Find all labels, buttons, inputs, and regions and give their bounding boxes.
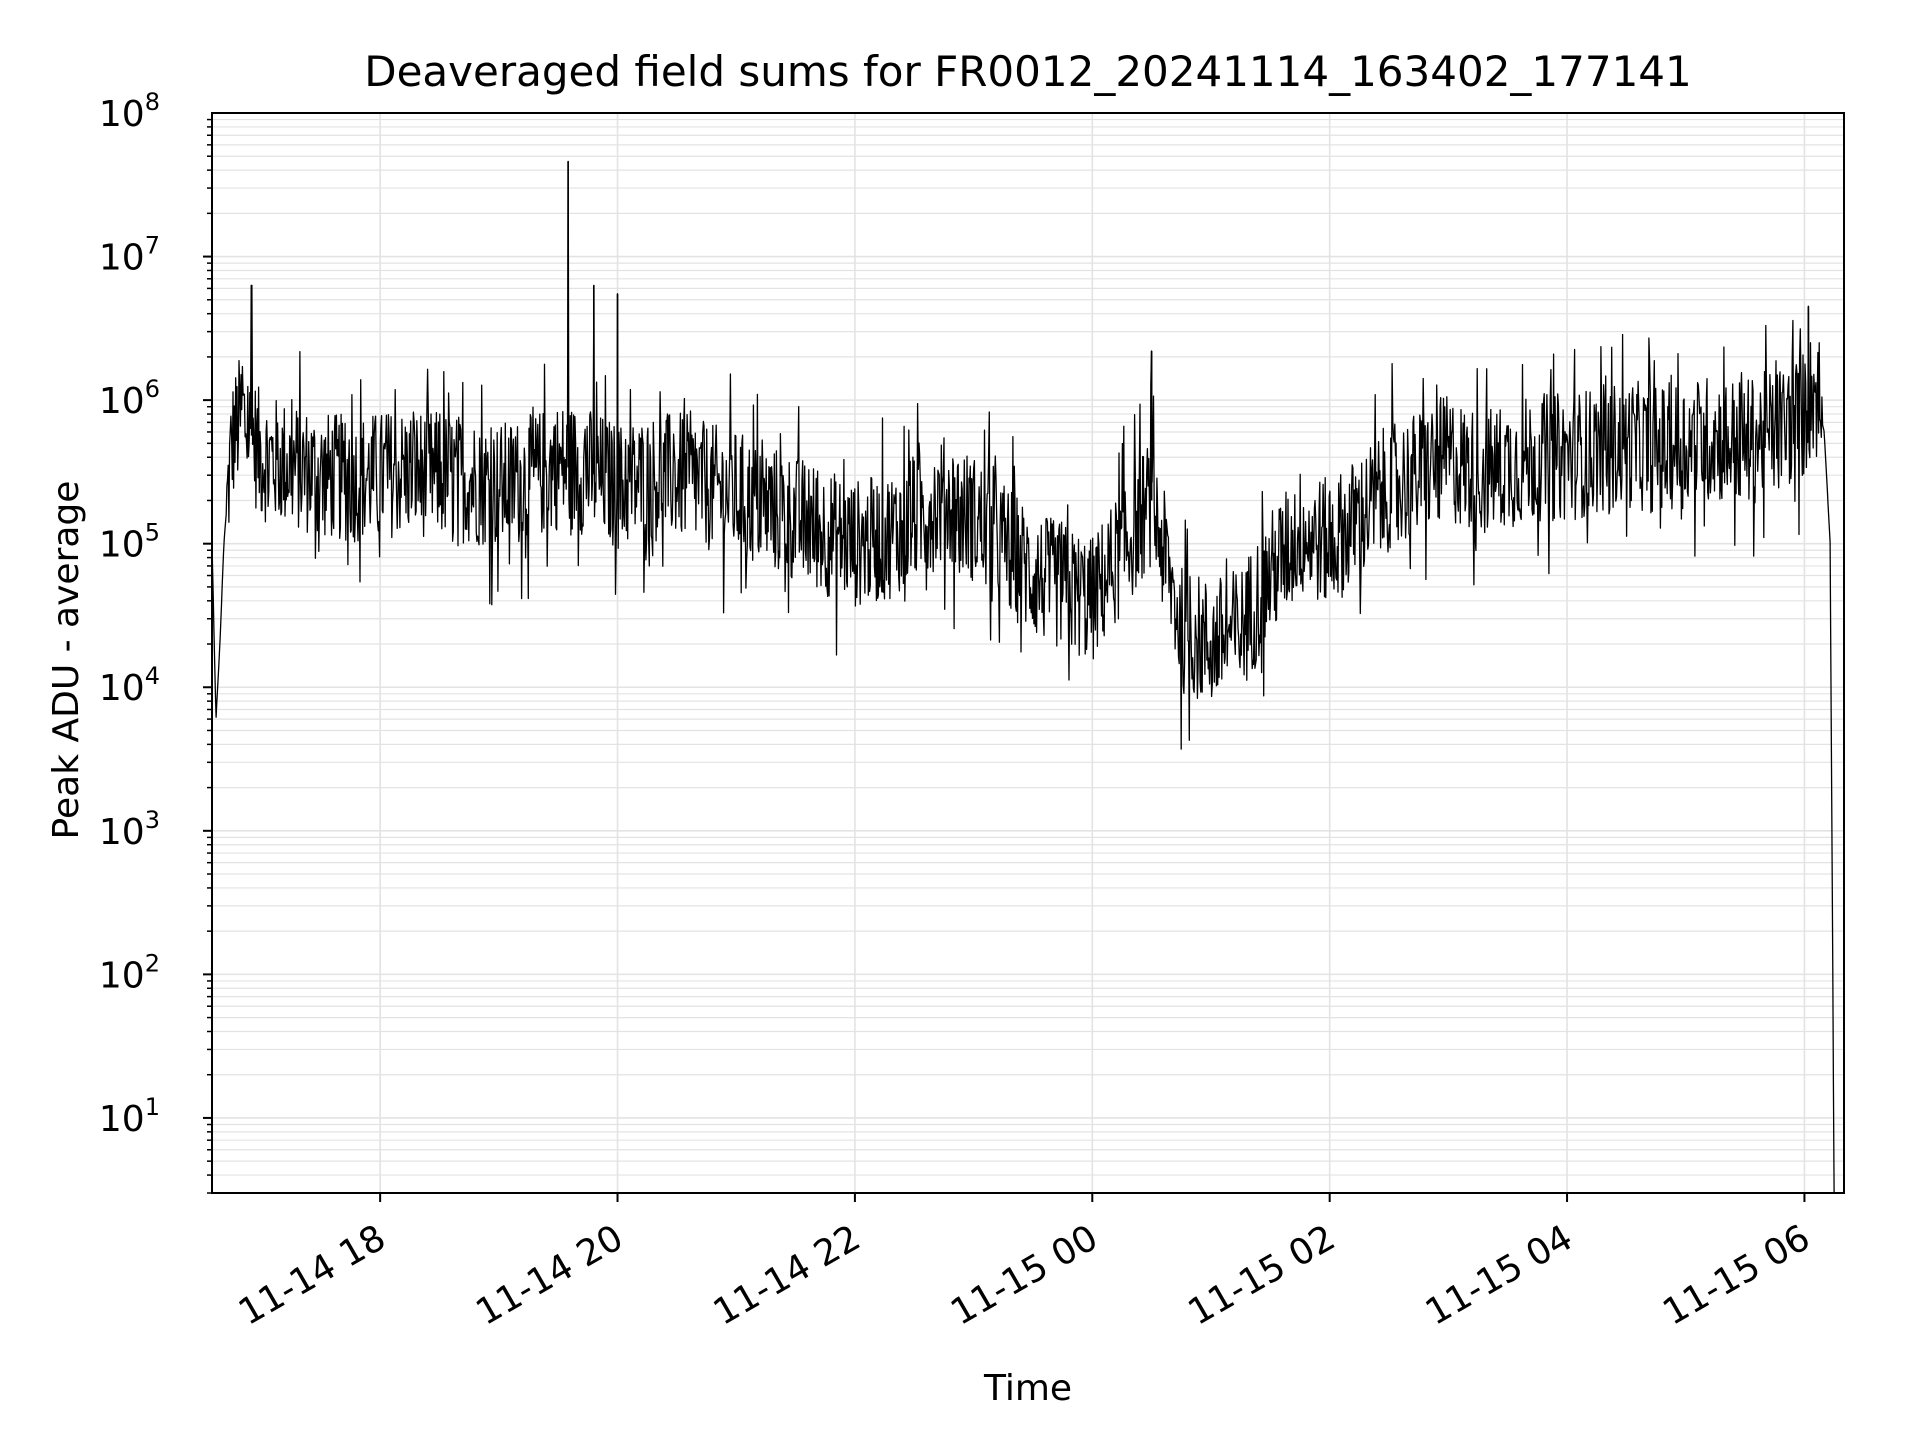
grid [212,113,1844,1194]
chart-title: Deaveraged field sums for FR0012_2024111… [364,47,1692,96]
data-layer [211,160,1835,1194]
x-axis-label: Time [983,1368,1072,1409]
series-line [211,160,1835,1194]
y-tick-label: 101 [99,1093,160,1140]
y-axis: 101 102 103 104 105 106 107 108 [99,88,212,1194]
y-tick-label: 103 [99,806,160,853]
y-tick-label: 108 [99,88,160,135]
y-tick-label: 107 [99,232,160,279]
y-axis-label: Peak ADU - average [46,481,87,840]
plot-frame [211,112,1845,1194]
y-tick-label: 106 [99,375,160,422]
y-tick-label: 102 [99,949,160,996]
y-tick-label: 104 [99,662,160,709]
y-tick-label: 105 [99,519,160,566]
